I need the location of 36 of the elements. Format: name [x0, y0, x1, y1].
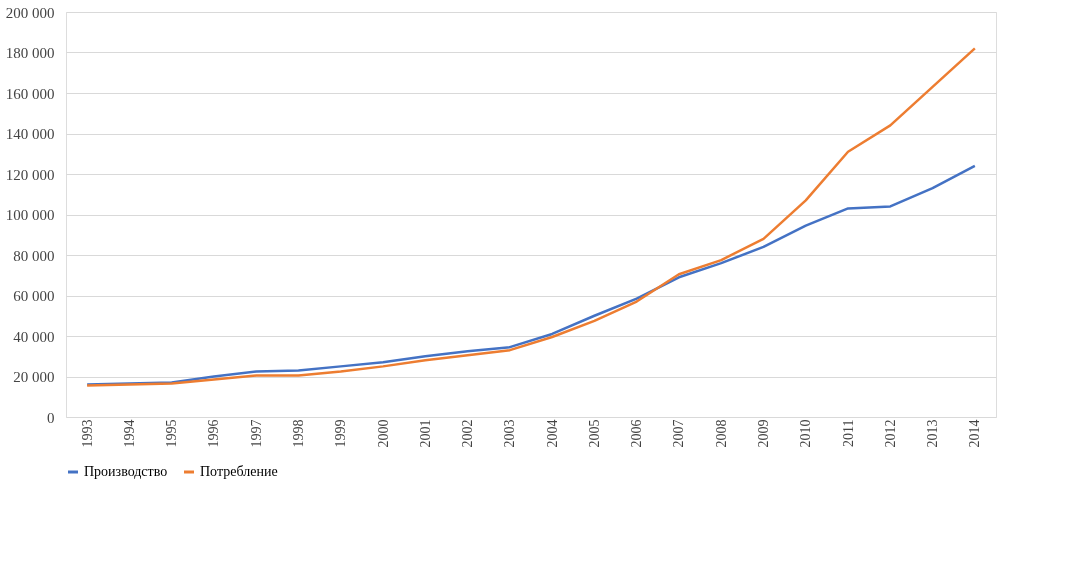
x-tick-label: 1993 [79, 419, 95, 448]
x-tick-label: 2009 [756, 419, 771, 448]
x-tick-label: 1998 [291, 419, 306, 448]
y-tick-label: 40 000 [13, 328, 55, 345]
y-tick-label: 160 000 [5, 85, 55, 102]
y-tick-label: 200 000 [5, 4, 55, 21]
y-tick-label: 80 000 [13, 247, 55, 264]
y-tick-label: 20 000 [13, 369, 55, 385]
legend-label: Потребление [200, 464, 278, 479]
x-tick-label: 2014 [967, 419, 983, 448]
x-tick-label: 2008 [713, 419, 729, 448]
legend-label: Производство [84, 464, 168, 479]
x-tick-label: 2003 [502, 419, 518, 448]
x-tick-label: 2006 [629, 419, 645, 448]
x-tick-label: 1995 [164, 419, 180, 448]
x-tick-label: 1999 [333, 419, 349, 448]
x-tick-label: 2010 [798, 419, 814, 448]
x-tick-label: 2000 [375, 419, 391, 448]
x-tick-label: 2001 [417, 419, 433, 448]
x-tick-label: 2007 [671, 419, 687, 448]
y-tick-label: 0 [47, 409, 55, 426]
x-tick-label: 1997 [248, 419, 264, 448]
y-tick-label: 180 000 [5, 45, 55, 61]
x-tick-label: 2011 [840, 419, 856, 447]
x-tick-label: 1996 [206, 419, 222, 448]
x-tick-label: 1994 [121, 419, 137, 448]
y-tick-label: 140 000 [5, 126, 55, 142]
x-tick-label: 2013 [925, 419, 941, 448]
y-tick-label: 100 000 [5, 207, 55, 223]
x-tick-label: 2002 [460, 419, 476, 448]
y-tick-label: 60 000 [13, 288, 55, 304]
y-tick-label: 120 000 [5, 166, 55, 183]
x-tick-label: 2004 [544, 419, 560, 448]
line-series [85, 47, 977, 387]
x-tick-label: 2005 [586, 419, 602, 448]
x-tick-label: 2012 [882, 419, 898, 448]
